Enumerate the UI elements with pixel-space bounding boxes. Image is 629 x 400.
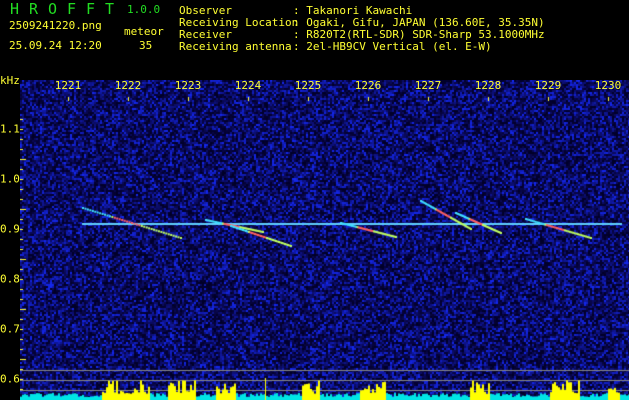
observer-value: : Takanori Kawachi [293, 4, 413, 17]
freq-tick-label: 0.8 [0, 272, 20, 286]
freq-tick-label: 0.7 [0, 322, 20, 336]
logo-letter: F [67, 0, 77, 18]
receiver-value: : R820T2(RTL-SDR) SDR-Sharp 53.1000MHz [293, 28, 545, 41]
time-tick-label: 1226 [354, 79, 382, 92]
time-tick-label: 1230 [594, 79, 622, 92]
location-value: : Ogaki, Gifu, JAPAN (136.60E, 35.35N) [293, 16, 545, 29]
time-tick-label: 1227 [414, 79, 442, 92]
logo-letter: R [29, 0, 39, 18]
time-tick-label: 1224 [234, 79, 262, 92]
file-name: 2509241220.png [9, 19, 102, 32]
receiver-label: Receiver [179, 28, 232, 41]
antenna-value: : 2el-HB9CV Vertical (el. E-W) [293, 40, 492, 53]
antenna-label: Receiving antenna [179, 40, 292, 53]
logo-letter: T [105, 0, 115, 18]
time-tick-label: 1223 [174, 79, 202, 92]
time-tick-label: 1225 [294, 79, 322, 92]
y-axis-unit: kHz [0, 74, 20, 87]
freq-tick-label: 1.1 [0, 122, 20, 136]
location-label: Receiving Location [179, 16, 299, 29]
meteor-label: meteor [124, 25, 164, 38]
freq-tick-label: 1.0 [0, 172, 20, 186]
observer-label: Observer [179, 4, 232, 17]
freq-tick-label: 0.9 [0, 222, 20, 236]
freq-tick-label: 0.6 [0, 372, 20, 386]
time-tick-label: 1222 [114, 79, 142, 92]
capture-datetime: 25.09.24 12:20 [9, 39, 102, 52]
logo-letter: O [48, 0, 58, 18]
spectrogram [20, 80, 629, 400]
time-tick-label: 1221 [54, 79, 82, 92]
meteor-count: 35 [139, 39, 153, 52]
time-tick-label: 1229 [534, 79, 562, 92]
app-version: 1.0.0 [127, 3, 161, 16]
logo-letter: H [10, 0, 20, 18]
logo-letter: F [86, 0, 96, 18]
time-tick-label: 1228 [474, 79, 502, 92]
